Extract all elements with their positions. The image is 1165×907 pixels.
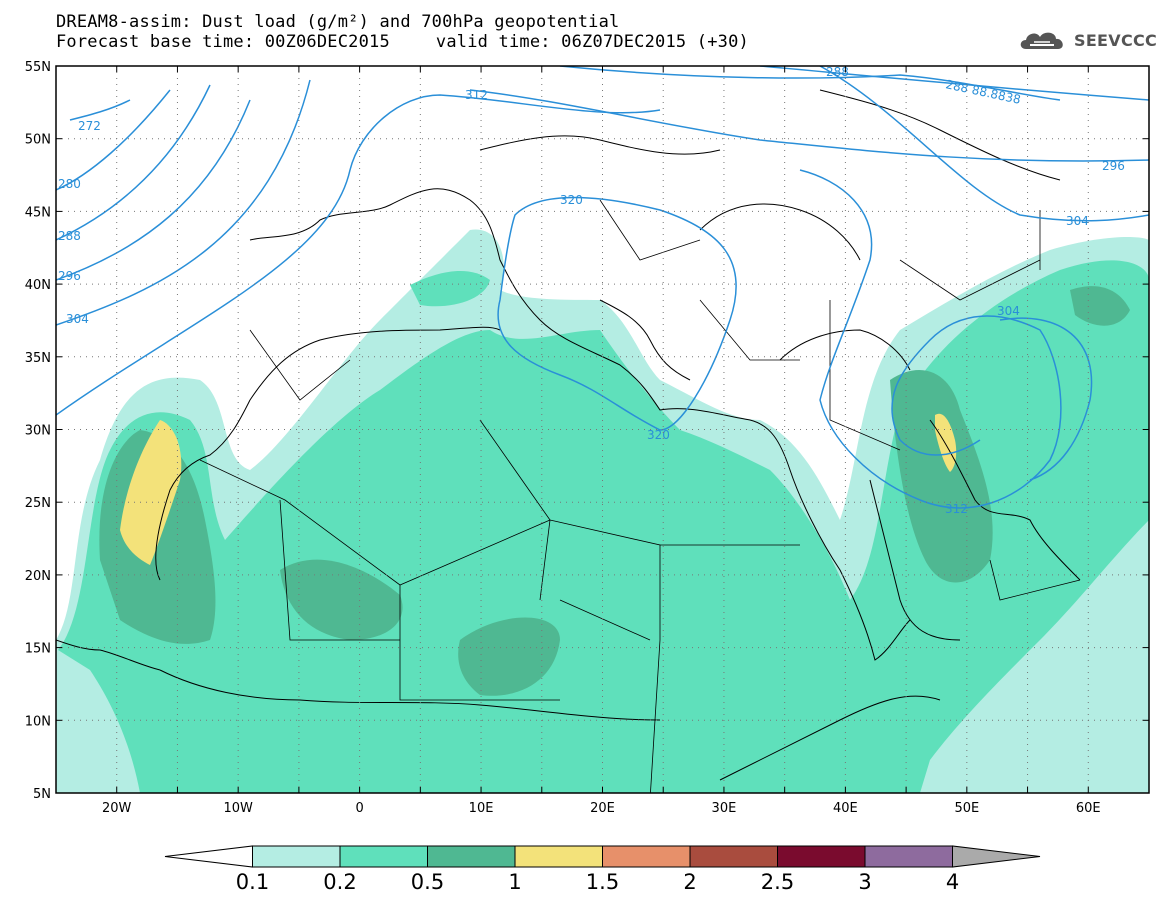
colorbar-box [602, 845, 691, 868]
contour-label: 320 [560, 193, 583, 207]
colorbar-box [339, 845, 428, 868]
colorbar: 0.1 0.2 0.5 1 1.5 2 2.5 3 4 [164, 845, 1041, 894]
valid-time: valid time: 06Z07DEC2015 (+30) [435, 32, 749, 52]
lat-tick-label: 15N [25, 642, 51, 657]
latitude-labels: 55N 50N 45N 40N 35N 30N 25N 20N 15N 10N 5N [25, 60, 51, 802]
colorbar-low-extend [164, 845, 253, 868]
lat-tick-label: 30N [25, 424, 51, 439]
lat-tick-label: 25N [25, 496, 51, 511]
contour-label: 296 [1102, 159, 1125, 173]
colorbar-box [689, 845, 778, 868]
geopotential-contours [56, 66, 1149, 509]
colorbar-label: 2.5 [761, 870, 794, 894]
lon-tick-label: 20E [590, 801, 615, 816]
forecast-base-time: Forecast base time: 00Z06DEC2015 [56, 32, 390, 52]
lon-tick-label: 10E [469, 801, 494, 816]
lat-tick-label: 20N [25, 569, 51, 584]
contour-label: 288 [58, 229, 81, 243]
contour-label: 304 [997, 304, 1020, 318]
lat-tick-label: 5N [33, 787, 51, 802]
colorbar-label: 0.2 [323, 870, 356, 894]
lat-tick-label: 10N [25, 714, 51, 729]
lon-tick-label: 20W [102, 801, 132, 816]
contour-label: 312 [465, 88, 488, 102]
map-grid [56, 66, 1149, 793]
seevccc-logo: SEEVCCC [1018, 26, 1157, 54]
lon-tick-label: 60E [1076, 801, 1101, 816]
logo-text: SEEVCCC [1074, 30, 1158, 50]
cloud-logo-icon [1020, 32, 1063, 49]
colorbar-label: 4 [946, 870, 959, 894]
contour-label: 304 [1066, 214, 1089, 228]
country-borders [199, 199, 1081, 793]
contour-label: 320 [647, 428, 670, 442]
dust-level-0-5 [99, 286, 1130, 696]
lon-tick-label: 40E [833, 801, 858, 816]
contour-label: 280 [58, 177, 81, 191]
colorbar-box [864, 845, 953, 868]
colorbar-box [777, 845, 866, 868]
colorbar-label: 1 [508, 870, 521, 894]
colorbar-box [514, 845, 603, 868]
colorbar-label: 3 [858, 870, 871, 894]
dust-level-0-2 [58, 260, 1149, 793]
lon-tick-label: 0 [355, 801, 363, 816]
lon-tick-label: 30E [712, 801, 737, 816]
contour-label: 312 [945, 502, 968, 516]
lon-tick-label: 10W [223, 801, 253, 816]
lat-tick-label: 40N [25, 278, 51, 293]
dust-field [56, 229, 1149, 793]
contour-label: 272 [78, 119, 101, 133]
colorbar-box [427, 845, 516, 868]
contour-label: 304 [66, 312, 89, 326]
lat-tick-label: 35N [25, 351, 51, 366]
contour-label: 296 [58, 269, 81, 283]
colorbar-label: 0.1 [236, 870, 269, 894]
dust-level-1 [120, 413, 957, 565]
contour-label: 288 88.8838 [944, 77, 1022, 107]
contour-label: 288 [826, 65, 849, 79]
colorbar-box [252, 845, 341, 868]
colorbar-label: 0.5 [411, 870, 444, 894]
longitude-labels: 20W 10W 0 10E 20E 30E 40E 50E 60E [102, 801, 1101, 816]
lat-tick-label: 50N [25, 133, 51, 148]
lat-tick-label: 45N [25, 205, 51, 220]
lon-tick-label: 50E [954, 801, 979, 816]
colorbar-label: 2 [683, 870, 696, 894]
map-title: DREAM8-assim: Dust load (g/m²) and 700hP… [56, 12, 620, 32]
map-subtitle: Forecast base time: 00Z06DEC2015 valid ti… [56, 32, 749, 52]
axis-ticks [56, 65, 1149, 794]
colorbar-high-extend [952, 845, 1041, 868]
lat-tick-label: 55N [25, 60, 51, 75]
colorbar-label: 1.5 [586, 870, 619, 894]
